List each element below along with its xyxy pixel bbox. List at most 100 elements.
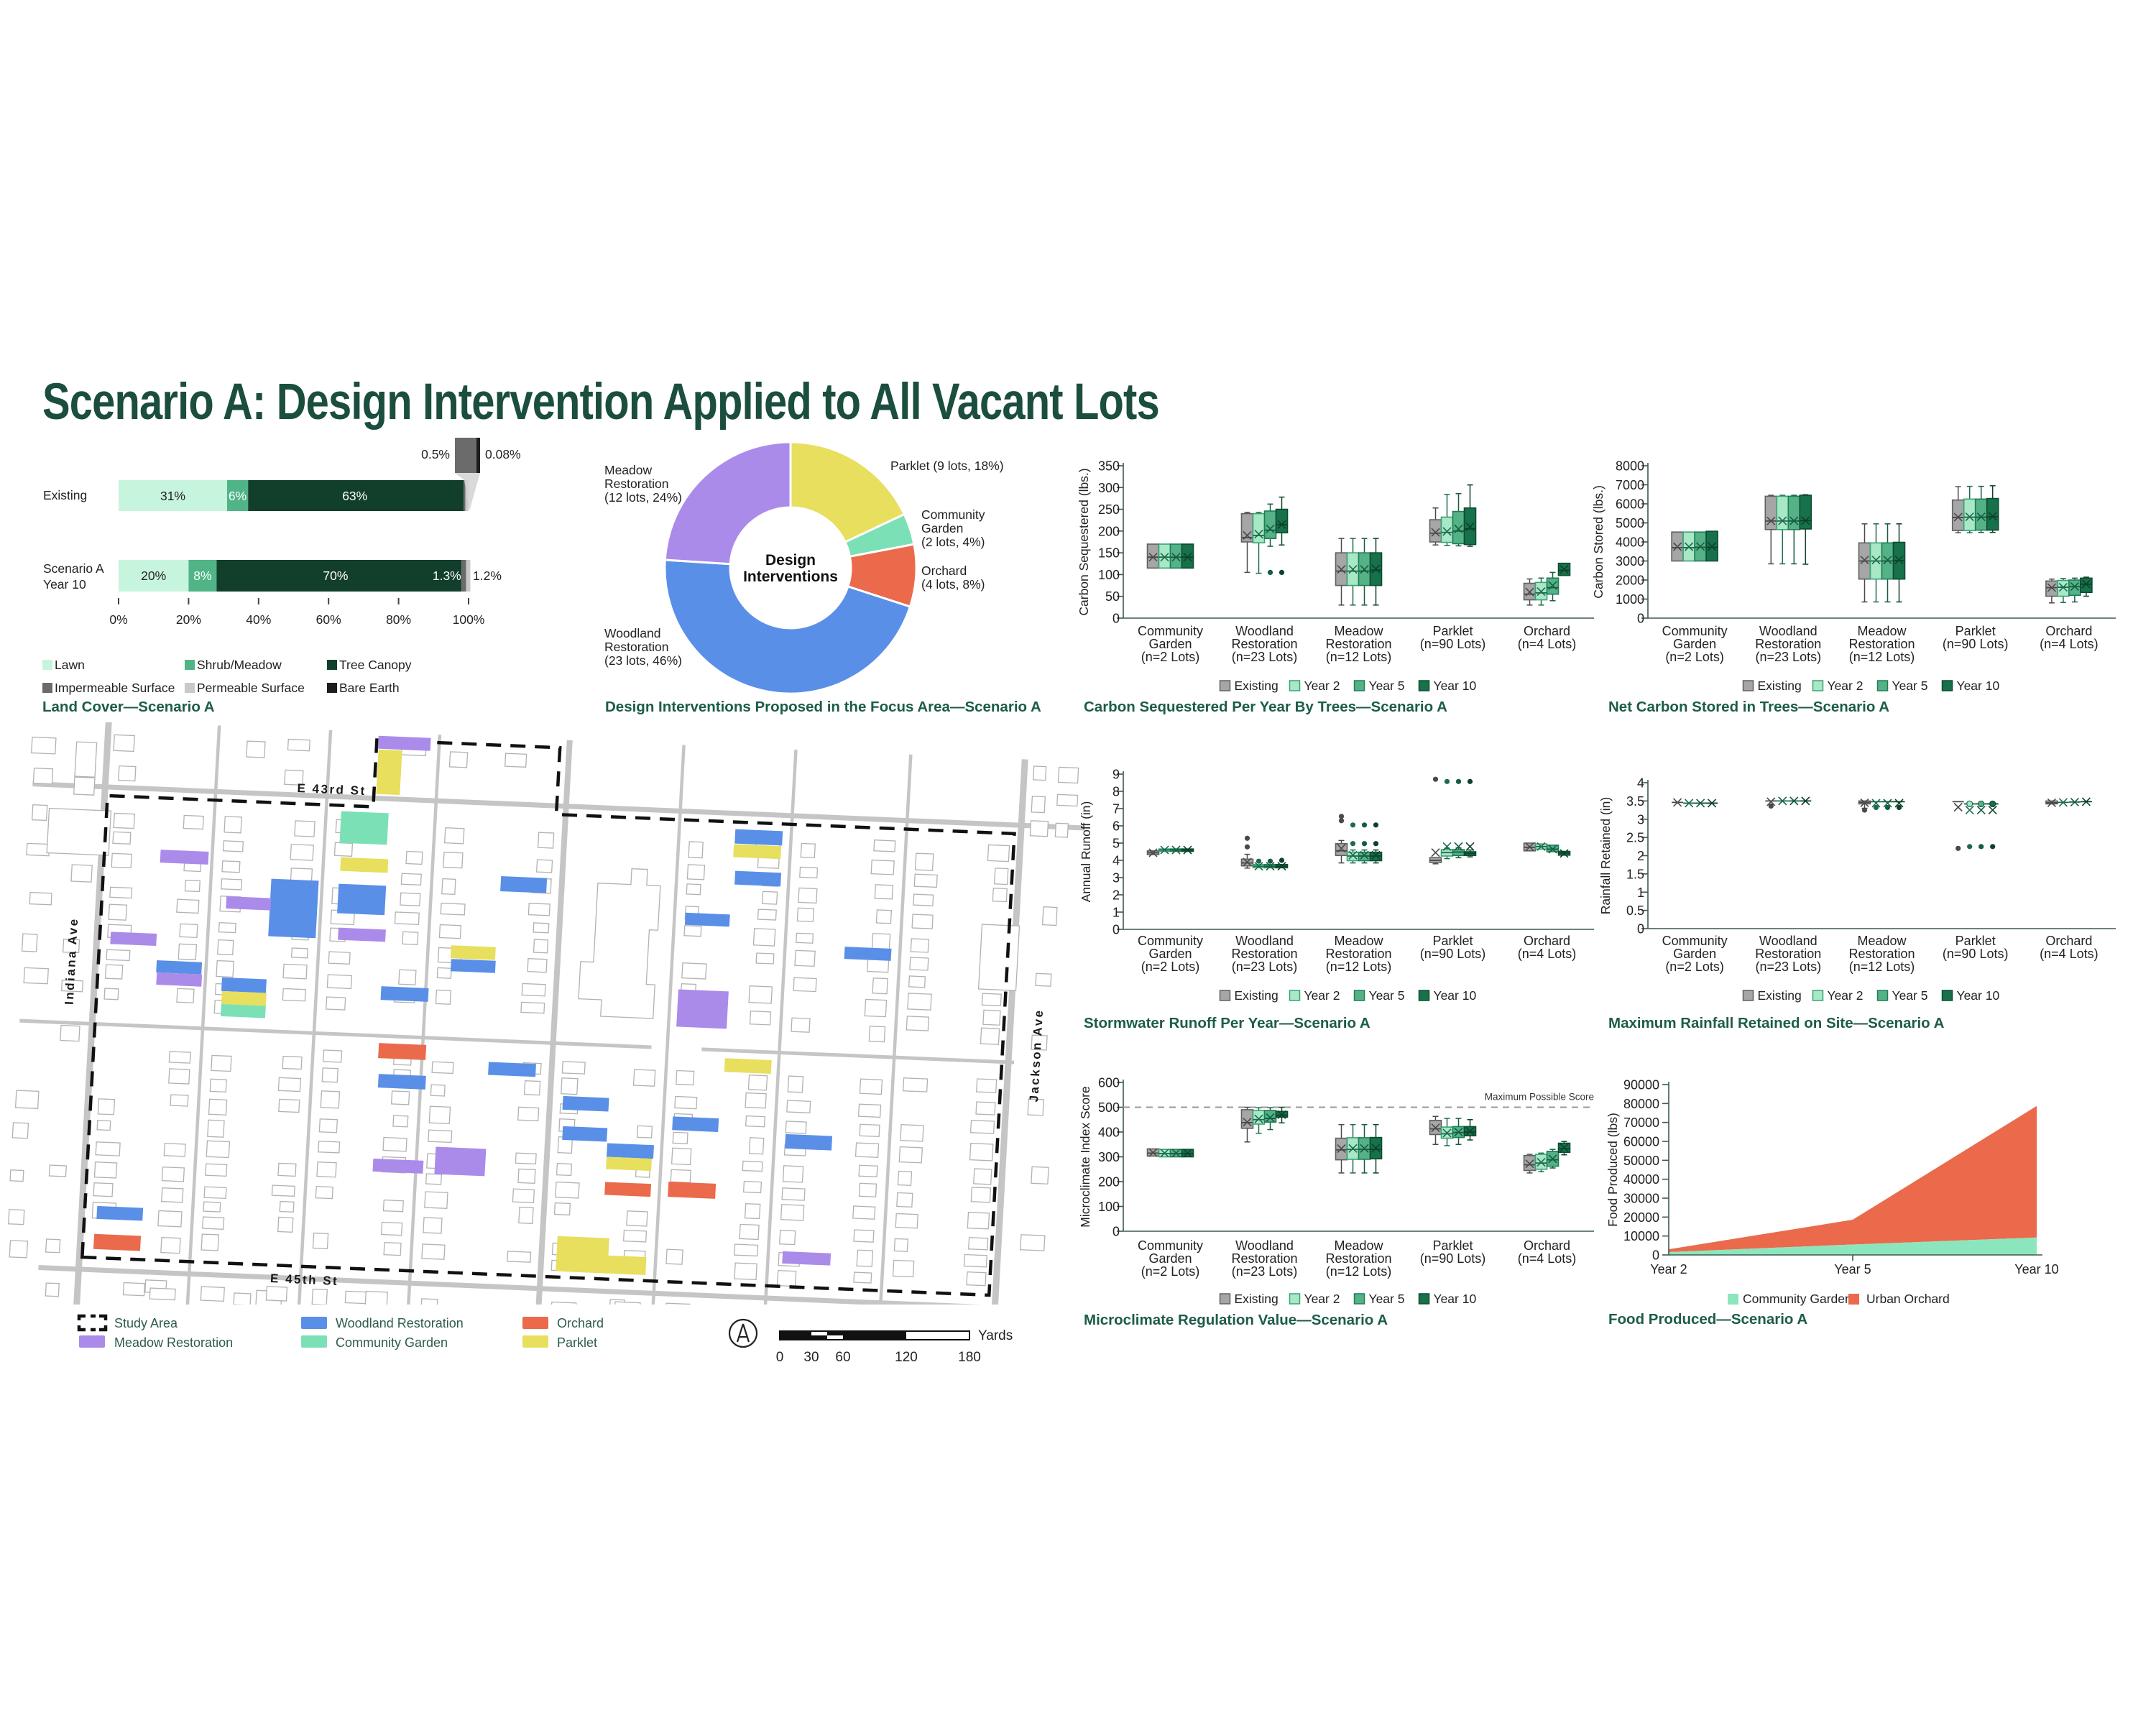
- svg-text:(n=23 Lots): (n=23 Lots): [1232, 1264, 1298, 1279]
- svg-text:Garden: Garden: [1148, 637, 1192, 651]
- svg-text:Woodland: Woodland: [1235, 624, 1294, 638]
- svg-text:2000: 2000: [1616, 574, 1644, 588]
- svg-text:(n=2 Lots): (n=2 Lots): [1141, 650, 1200, 664]
- svg-text:0: 0: [1637, 612, 1644, 626]
- svg-text:3: 3: [1112, 871, 1120, 886]
- svg-text:200: 200: [1098, 524, 1120, 538]
- svg-text:400: 400: [1098, 1126, 1120, 1140]
- svg-text:Study Area: Study Area: [114, 1316, 178, 1330]
- svg-text:Year 5: Year 5: [1369, 1292, 1405, 1306]
- svg-text:Year 10: Year 10: [43, 577, 86, 592]
- svg-text:Restoration: Restoration: [1755, 947, 1821, 961]
- svg-text:0.5%: 0.5%: [421, 447, 450, 461]
- svg-text:Meadow: Meadow: [1334, 1238, 1383, 1253]
- svg-text:Year 2: Year 2: [1828, 678, 1864, 693]
- svg-text:Community: Community: [1138, 624, 1203, 638]
- svg-text:Year 2: Year 2: [1650, 1262, 1687, 1276]
- svg-text:8: 8: [1112, 785, 1120, 799]
- svg-text:600: 600: [1098, 1076, 1120, 1090]
- svg-text:(n=90 Lots): (n=90 Lots): [1420, 1251, 1486, 1266]
- svg-text:Parklet: Parklet: [1955, 624, 1996, 638]
- svg-text:Woodland: Woodland: [1759, 934, 1818, 948]
- svg-text:(n=4 Lots): (n=4 Lots): [1518, 1251, 1577, 1266]
- svg-text:30: 30: [803, 1350, 819, 1365]
- svg-text:Lawn: Lawn: [55, 658, 85, 672]
- svg-text:9: 9: [1112, 768, 1120, 782]
- svg-text:Woodland: Woodland: [1759, 624, 1818, 638]
- svg-text:(n=2 Lots): (n=2 Lots): [1141, 1264, 1200, 1279]
- svg-text:Microclimate Index Score: Microclimate Index Score: [1078, 1086, 1092, 1227]
- svg-text:4: 4: [1637, 776, 1644, 791]
- svg-text:90000: 90000: [1623, 1078, 1659, 1092]
- svg-text:Restoration: Restoration: [1231, 637, 1297, 651]
- svg-text:Interventions: Interventions: [743, 569, 838, 585]
- svg-text:Community: Community: [1662, 624, 1728, 638]
- svg-text:Microclimate Regulation Value—: Microclimate Regulation Value—Scenario A: [1084, 1312, 1388, 1328]
- svg-text:Orchard: Orchard: [557, 1316, 604, 1330]
- svg-text:Restoration: Restoration: [1325, 637, 1391, 651]
- svg-text:(n=2 Lots): (n=2 Lots): [1665, 960, 1724, 974]
- svg-text:100: 100: [1098, 1200, 1120, 1214]
- svg-text:6000: 6000: [1616, 497, 1644, 512]
- svg-text:Restoration: Restoration: [1755, 637, 1821, 651]
- svg-text:Net Carbon Stored in Trees—Sce: Net Carbon Stored in Trees—Scenario A: [1608, 699, 1889, 715]
- svg-text:40%: 40%: [246, 612, 271, 627]
- svg-text:3000: 3000: [1616, 554, 1644, 569]
- svg-text:Restoration: Restoration: [604, 640, 669, 654]
- svg-text:Existing: Existing: [1235, 988, 1279, 1003]
- svg-text:70%: 70%: [323, 569, 348, 583]
- svg-text:1: 1: [1637, 886, 1644, 900]
- svg-text:Permeable Surface: Permeable Surface: [197, 681, 305, 695]
- svg-text:Parklet: Parklet: [1432, 624, 1473, 638]
- svg-text:(n=2 Lots): (n=2 Lots): [1665, 650, 1724, 664]
- svg-text:Parklet: Parklet: [1955, 934, 1996, 948]
- svg-text:(n=23 Lots): (n=23 Lots): [1232, 960, 1298, 974]
- svg-text:Year 5: Year 5: [1834, 1262, 1871, 1276]
- svg-text:(12 lots, 24%): (12 lots, 24%): [604, 490, 682, 505]
- svg-text:7: 7: [1112, 802, 1120, 816]
- svg-text:3.5: 3.5: [1626, 794, 1644, 809]
- svg-text:500: 500: [1098, 1100, 1120, 1115]
- svg-text:(n=2 Lots): (n=2 Lots): [1141, 960, 1200, 974]
- svg-text:Year 10: Year 10: [1434, 988, 1477, 1003]
- svg-text:0: 0: [1652, 1248, 1659, 1263]
- svg-text:300: 300: [1098, 481, 1120, 495]
- svg-text:2: 2: [1112, 888, 1120, 903]
- svg-text:Food Produced—Scenario A: Food Produced—Scenario A: [1608, 1311, 1807, 1328]
- svg-text:Food Produced (lbs): Food Produced (lbs): [1606, 1113, 1620, 1227]
- svg-text:150: 150: [1098, 546, 1120, 561]
- svg-text:50000: 50000: [1623, 1154, 1659, 1168]
- svg-text:(23 lots, 46%): (23 lots, 46%): [604, 653, 682, 668]
- svg-text:31%: 31%: [160, 489, 185, 503]
- svg-text:0.5: 0.5: [1626, 903, 1644, 918]
- svg-text:60000: 60000: [1623, 1135, 1659, 1149]
- svg-text:Year 5: Year 5: [1369, 988, 1405, 1003]
- svg-text:4000: 4000: [1616, 535, 1644, 550]
- svg-text:(n=4 Lots): (n=4 Lots): [1518, 947, 1577, 961]
- svg-text:Community: Community: [1138, 1238, 1203, 1253]
- svg-text:Woodland Restoration: Woodland Restoration: [336, 1316, 464, 1330]
- svg-text:Maximum Possible Score: Maximum Possible Score: [1485, 1092, 1594, 1103]
- svg-text:Parklet (9 lots, 18%): Parklet (9 lots, 18%): [890, 459, 1004, 473]
- svg-text:E 43rd St: E 43rd St: [297, 781, 367, 798]
- svg-text:(n=12 Lots): (n=12 Lots): [1326, 960, 1392, 974]
- svg-text:63%: 63%: [342, 489, 367, 503]
- svg-text:Existing: Existing: [43, 488, 87, 502]
- svg-text:300: 300: [1098, 1150, 1120, 1164]
- svg-text:(n=4 Lots): (n=4 Lots): [2040, 637, 2099, 651]
- svg-text:Restoration: Restoration: [1231, 1251, 1297, 1266]
- svg-text:6%: 6%: [229, 489, 247, 503]
- svg-text:100%: 100%: [453, 612, 485, 627]
- svg-text:80000: 80000: [1623, 1097, 1659, 1111]
- svg-text:1.3%: 1.3%: [433, 569, 461, 583]
- svg-text:Orchard: Orchard: [921, 564, 967, 578]
- svg-text:100: 100: [1098, 568, 1120, 582]
- svg-text:Parklet: Parklet: [1432, 934, 1473, 948]
- svg-text:Orchard: Orchard: [2045, 624, 2092, 638]
- svg-text:(n=23 Lots): (n=23 Lots): [1756, 650, 1822, 664]
- svg-text:0.08%: 0.08%: [485, 447, 521, 461]
- svg-text:Year 5: Year 5: [1892, 678, 1928, 693]
- svg-text:(n=12 Lots): (n=12 Lots): [1849, 960, 1915, 974]
- svg-text:30000: 30000: [1623, 1192, 1659, 1206]
- svg-text:Year 10: Year 10: [1434, 1292, 1477, 1306]
